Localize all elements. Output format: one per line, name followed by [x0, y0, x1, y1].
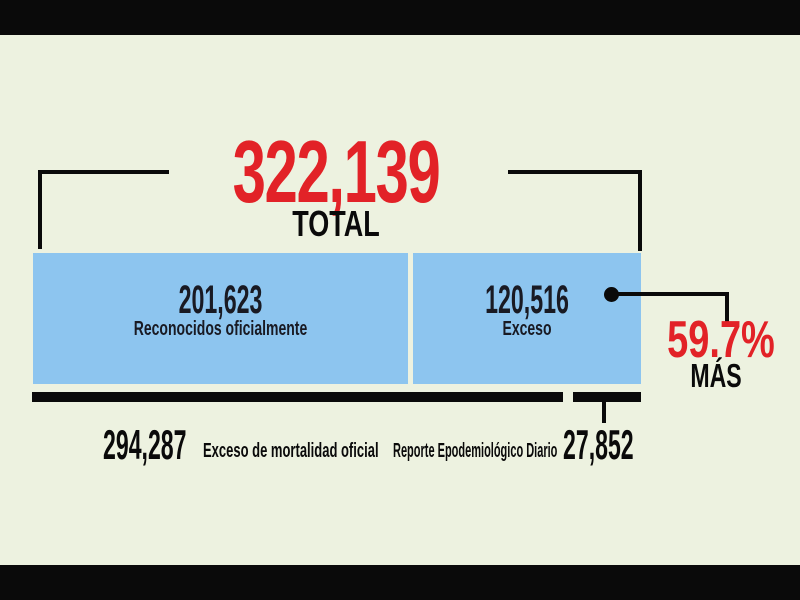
callout-percent: 59.7% [667, 311, 775, 369]
scale-bar-daily-report [573, 392, 641, 402]
bracket-right [508, 170, 642, 251]
scale-tick [602, 402, 606, 423]
total-value: 322,139 [232, 122, 441, 221]
segment-official: 201,623 Reconocidos oficialmente [33, 253, 408, 384]
official-excess-value: 294,287 [103, 421, 187, 468]
daily-report-label: Reporte Epodemiológico Diario [393, 440, 558, 462]
official-excess-label: Exceso de mortalidad oficial [203, 440, 379, 462]
segment-excess-value: 120,516 [485, 278, 569, 322]
daily-report-value: 27,852 [563, 421, 634, 468]
segment-official-value: 201,623 [178, 278, 263, 322]
callout-more-label: MÁS [690, 357, 742, 394]
letterbox-bottom [0, 565, 800, 600]
bracket-left [38, 170, 169, 249]
letterbox-top [0, 0, 800, 35]
segment-excess-label: Exceso [502, 318, 552, 340]
scale-bar-official [32, 392, 563, 402]
segment-excess: 120,516 Exceso [413, 253, 641, 384]
callout-connector-horizontal [611, 292, 729, 296]
callout-connector-vertical [725, 292, 729, 322]
segment-official-label: Reconocidos oficialmente [133, 318, 308, 340]
total-label: TOTAL [292, 203, 380, 244]
